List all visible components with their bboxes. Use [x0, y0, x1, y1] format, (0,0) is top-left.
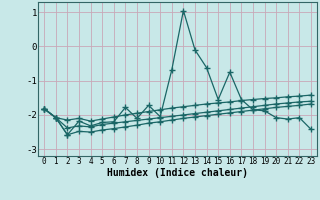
X-axis label: Humidex (Indice chaleur): Humidex (Indice chaleur)	[107, 168, 248, 178]
